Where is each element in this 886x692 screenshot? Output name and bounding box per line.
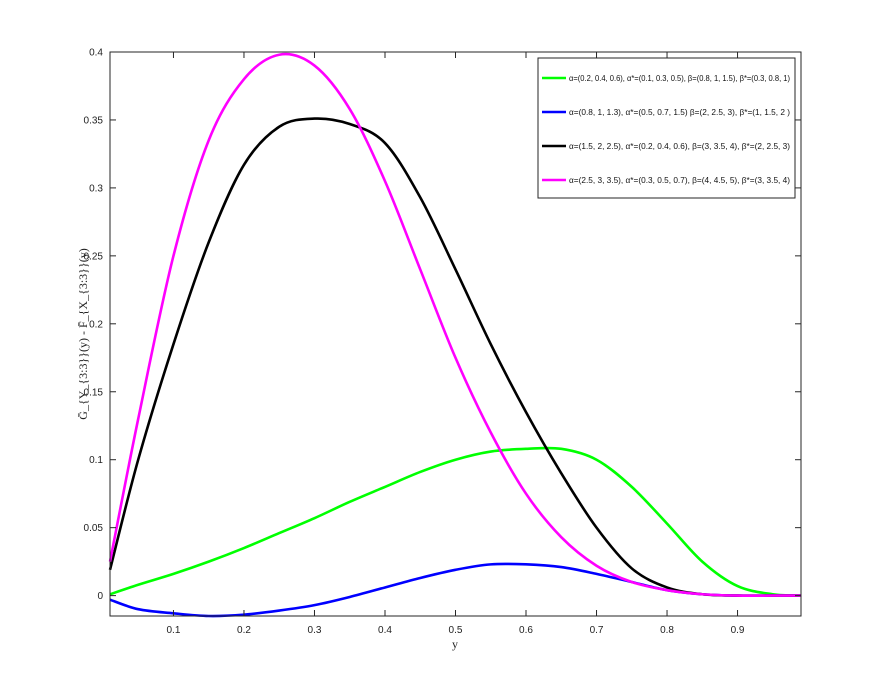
x-tick-label: 0.9: [731, 625, 745, 636]
y-tick-label: 0.4: [89, 48, 103, 59]
x-tick-label: 0.5: [449, 625, 463, 636]
x-tick-label: 0.2: [237, 625, 251, 636]
y-axis-label: Ḡ_{Y_{3:3}}(y) - F̄_{X_{3:3}}(y): [76, 248, 90, 419]
y-tick-label: 0.35: [84, 115, 104, 126]
y-tick-label: 0.1: [89, 455, 103, 466]
legend-box: [537, 57, 796, 199]
y-tick-label: 0.25: [84, 251, 104, 262]
y-tick-label: 0.05: [84, 523, 104, 534]
y-tick-label: 0.2: [89, 319, 103, 330]
x-tick-label: 0.8: [660, 625, 674, 636]
x-tick-label: 0.3: [308, 625, 322, 636]
ticks-layer: 0.1 0.2 0.3 0.4 0.5 0.6 0.7 0.8 0.9 0 0.05 0.1 0.15 0…: [84, 48, 801, 636]
x-tick-label: 0.7: [590, 625, 604, 636]
legend-entry-4: α=(2.5, 3, 3.5), α*=(0.3, 0.5, 0.7), β=(…: [569, 175, 790, 185]
x-tick-label: 0.4: [378, 625, 392, 636]
legend-entry-3: α=(1.5, 2, 2.5), α*=(0.2, 0.4, 0.6), β=(…: [569, 141, 790, 151]
y-tick-label: 0.15: [84, 387, 104, 398]
series-line-4: [108, 52, 801, 598]
y-tick-label: 0: [97, 591, 103, 602]
y-tick-label: 0.3: [89, 183, 103, 194]
x-axis-label: y: [452, 637, 458, 651]
x-tick-label: 0.1: [167, 625, 181, 636]
series-line-1: [109, 446, 802, 597]
legend-entry-2: α=(0.8, 1, 1.3), α*=(0.5, 0.7, 1.5) β=(2…: [569, 107, 790, 117]
legend: α=(0.2, 0.4, 0.6), α*=(0.1, 0.3, 0.5), β…: [537, 57, 796, 199]
legend-entry-1: α=(0.2, 0.4, 0.6), α*=(0.1, 0.3, 0.5), β…: [569, 73, 790, 83]
x-tick-label: 0.6: [519, 625, 533, 636]
